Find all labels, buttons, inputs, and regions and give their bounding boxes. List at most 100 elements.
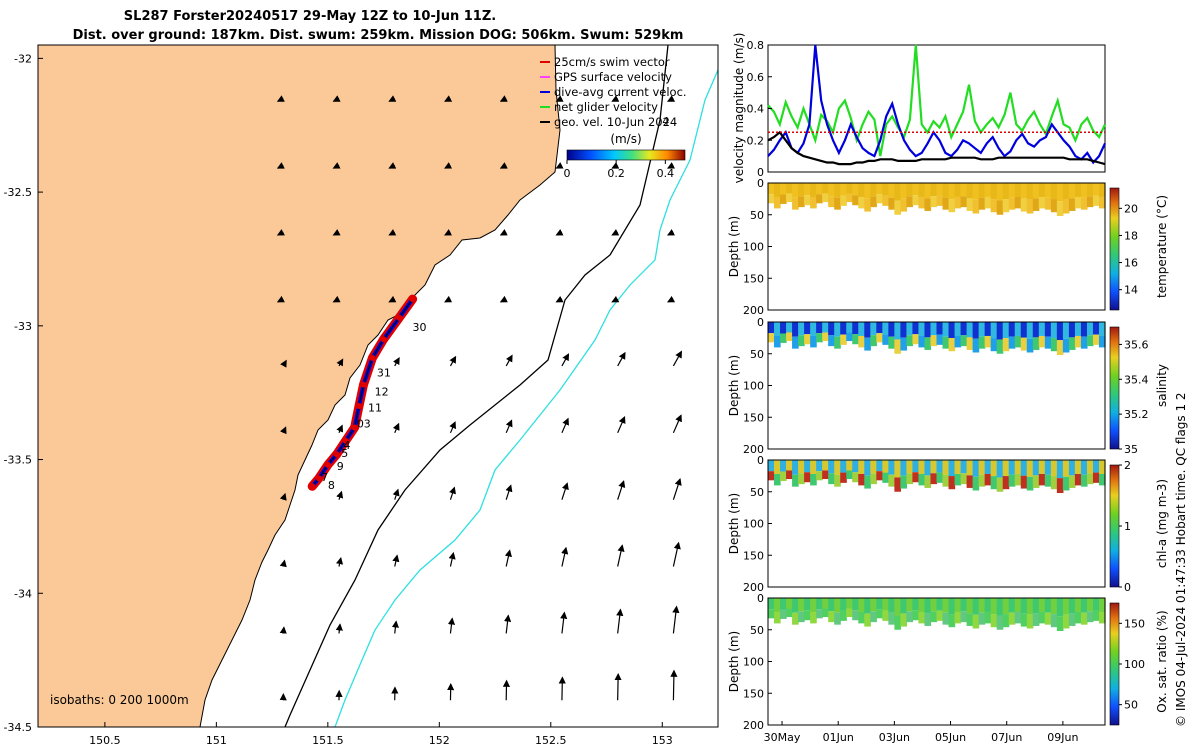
section-cell-lower-43 [1026, 614, 1034, 629]
section-cell-lower-34 [972, 614, 980, 629]
section-cell-lower-8 [816, 194, 823, 204]
geo-arrow-49 [336, 490, 344, 500]
section-cell-lower-40 [1008, 197, 1016, 210]
section-cell-lower-4 [792, 612, 799, 625]
section-cell-lower-11 [834, 197, 841, 210]
section-cell-lower-51 [1074, 611, 1082, 624]
day-label-2: 12 [375, 385, 389, 398]
section-cell-lower-9 [822, 193, 829, 203]
section-cell-upper-19 [882, 322, 889, 335]
geo-arrow-9 [332, 162, 341, 169]
section-cell-lower-40 [1008, 612, 1016, 625]
section-cell-upper-36 [984, 183, 992, 197]
section-cell-upper-12 [840, 183, 847, 196]
geo-arrow-7 [666, 95, 676, 102]
section-cell-lower-46 [1044, 197, 1052, 210]
section-cell-lower-51 [1074, 196, 1082, 209]
section-cell-lower-2 [780, 471, 787, 481]
section-cell-lower-23 [906, 196, 914, 208]
geo-arrow-18 [388, 229, 397, 236]
section-cell-upper-45 [1038, 322, 1046, 336]
section-cell-upper-18 [876, 460, 883, 472]
section-cell-lower-30 [948, 199, 956, 213]
section-cell-upper-4 [792, 460, 799, 475]
section-cell-upper-9 [822, 460, 829, 471]
lat-tick-label-5: -34.5 [4, 721, 32, 734]
section-cell-lower-27 [930, 196, 938, 208]
section-cell-lower-19 [882, 334, 889, 345]
section-cell-upper-52 [1080, 598, 1088, 613]
depth-tick-label-1: 50 [750, 348, 764, 361]
section-cell-lower-26 [924, 337, 932, 350]
geo-arrow-78 [614, 672, 622, 701]
section-cell-upper-28 [936, 322, 944, 335]
section-cell-lower-18 [876, 333, 883, 343]
track-point-4 [360, 381, 367, 388]
section-cell-upper-11 [834, 460, 841, 475]
section-cell-lower-9 [822, 608, 829, 618]
section-cell-lower-15 [858, 473, 865, 486]
section-cell-upper-42 [1020, 460, 1028, 476]
section-cell-lower-28 [936, 334, 944, 345]
section-cell-lower-41 [1014, 335, 1022, 348]
geo-arrow-64 [279, 626, 287, 634]
geo-arrow-67 [447, 617, 456, 634]
section-colorbar-label: chl-a (mg m-3) [1155, 479, 1169, 568]
depth-tick-label-0: 0 [757, 454, 764, 467]
legend-label-2: dive-avg current veloc. [554, 85, 687, 99]
section-cell-upper-49 [1062, 183, 1070, 200]
section-cell-upper-48 [1056, 598, 1064, 617]
map-cb-tick-label-1: 0.2 [607, 167, 625, 180]
day-label-10: 4 [662, 115, 669, 128]
section-cell-upper-6 [804, 322, 811, 335]
section-cell-lower-36 [984, 611, 992, 624]
day-label-8: 7 [321, 471, 328, 484]
section-cell-lower-37 [990, 199, 998, 213]
section-cell-lower-27 [930, 335, 938, 347]
section-cell-upper-3 [786, 322, 793, 333]
section-cell-upper-16 [864, 598, 871, 614]
section-cell-upper-34 [972, 322, 980, 339]
section-cell-lower-27 [930, 473, 938, 485]
section-panel-salinity: 0 50 100 150 200 Depth (m) 35 35.2 35.4 35.6 salin… [727, 316, 1169, 456]
section-cell-upper-26 [924, 322, 932, 338]
section-cell-lower-16 [864, 198, 871, 212]
section-cell-upper-20 [888, 460, 895, 475]
section-cell-upper-40 [1008, 460, 1016, 475]
section-cell-lower-49 [1062, 614, 1070, 629]
section-cell-lower-23 [906, 473, 914, 485]
section-cell-upper-21 [894, 460, 901, 478]
lat-tick-label-0: -32 [14, 52, 32, 65]
section-cell-lower-13 [846, 470, 853, 480]
geo-arrow-62 [617, 544, 625, 567]
section-cell-upper-26 [924, 598, 932, 614]
section-cell-upper-39 [1002, 322, 1010, 339]
section-cell-upper-2 [780, 460, 787, 472]
section-cell-lower-10 [828, 335, 835, 347]
section-cell-lower-34 [972, 338, 980, 353]
day-label-9: 8 [328, 479, 335, 492]
section-cell-upper-23 [906, 460, 914, 474]
section-cell-lower-49 [1062, 199, 1070, 214]
section-cell-upper-28 [936, 598, 944, 611]
section-cell-lower-40 [1008, 474, 1016, 487]
section-cell-upper-3 [786, 183, 793, 194]
section-cell-lower-19 [882, 195, 889, 206]
section-cell-upper-42 [1020, 598, 1028, 614]
section-cell-lower-36 [984, 473, 992, 486]
section-cell-upper-16 [864, 460, 871, 476]
section-cell-lower-25 [918, 473, 926, 486]
section-cell-lower-50 [1068, 475, 1076, 488]
section-cell-lower-14 [852, 195, 859, 206]
section-cell-upper-41 [1014, 322, 1022, 336]
section-cell-upper-48 [1056, 183, 1064, 202]
section-cell-lower-22 [900, 198, 908, 212]
section-cell-lower-1 [774, 196, 781, 209]
geo-arrow-51 [449, 486, 456, 500]
legend-label-0: 25cm/s swim vector [554, 55, 670, 69]
section-colorbar-label: temperature (°C) [1155, 195, 1169, 298]
section-cell-upper-10 [828, 598, 835, 612]
depth-tick-label-4: 200 [743, 443, 764, 456]
geo-arrow-38 [617, 351, 626, 367]
track-point-11 [309, 483, 316, 490]
